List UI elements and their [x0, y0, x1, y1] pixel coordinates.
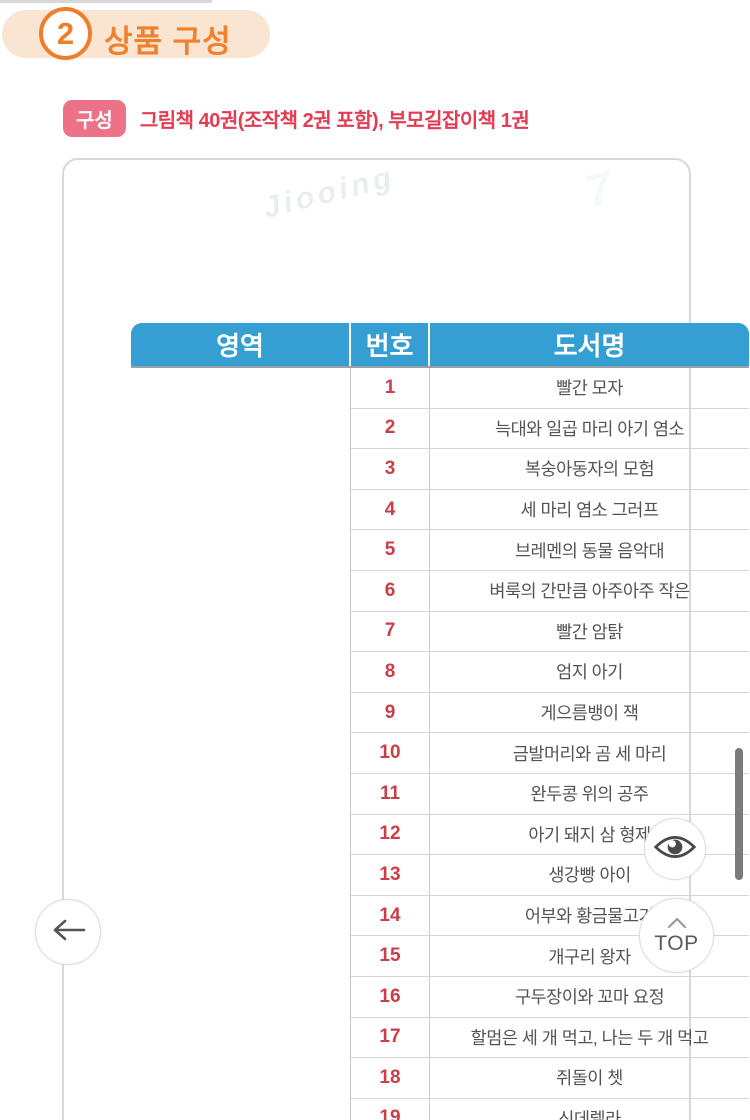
book-number: 17 [351, 1017, 430, 1058]
book-title: 게으름뱅이 잭 [540, 703, 639, 724]
book-title: 할멈은 세 개 먹고, 나는 두 개 먹고 [470, 1027, 709, 1048]
table-row: 15 개구리 왕자 [351, 936, 749, 977]
eye-icon [653, 832, 697, 867]
table-row: 1 빨간 모자 [351, 368, 749, 409]
book-title: 빨간 모자 [556, 378, 623, 399]
table-row: 19 신데렐라 [351, 1098, 749, 1120]
book-title: 아기 돼지 삼 형제 [528, 824, 651, 845]
table-row: 5 브레멘의 동물 음악대 [351, 530, 749, 571]
table-row: 17 할멈은 세 개 먹고, 나는 두 개 먹고 [351, 1017, 749, 1059]
book-title: 어부와 황금물고기 [524, 906, 655, 927]
book-title: 생강빵 아이 [548, 865, 631, 886]
book-number: 14 [351, 895, 430, 936]
book-table-card: 영역 번호 도서명 토토리 세계명작 꼬마 (본책) 1 빨간 모자 2 늑대와 일곱… [62, 158, 749, 1120]
table-row: 18 쥐돌이 쳇 [351, 1058, 749, 1099]
preview-button[interactable] [644, 818, 706, 880]
book-number: 15 [351, 936, 430, 976]
table-row: 2 늑대와 일곱 마리 아기 염소 [351, 408, 749, 450]
table-row: 13 생강빵 아이 [351, 855, 749, 896]
book-number: 16 [351, 976, 430, 1017]
table-row: 16 구두장이와 꼬마 요정 [351, 976, 749, 1018]
book-number: 6 [351, 570, 430, 611]
book-number: 1 [351, 368, 430, 408]
previous-section-edge [0, 0, 212, 3]
book-number: 9 [351, 692, 430, 733]
book-number: 19 [351, 1098, 430, 1120]
table-row: 3 복숭아동자의 모험 [351, 449, 749, 490]
back-arrow-icon [49, 915, 87, 950]
composition-badge: 구성 [63, 100, 126, 137]
book-number: 4 [351, 489, 430, 530]
book-number: 5 [351, 530, 430, 570]
top-label: TOP [654, 931, 699, 955]
book-number: 3 [351, 449, 430, 489]
book-title: 세 마리 염소 그러프 [520, 500, 659, 521]
book-title: 구두장이와 꼬마 요정 [514, 987, 665, 1008]
section-number-badge: 2 [39, 7, 92, 60]
book-number: 18 [351, 1058, 430, 1098]
book-title: 빨간 암탉 [556, 621, 623, 642]
book-number: 11 [351, 773, 430, 814]
book-title: 브레멘의 동물 음악대 [514, 540, 665, 561]
composition-text: 그림책 40권(조작책 2권 포함), 부모길잡이책 1권 [139, 110, 530, 132]
book-number: 7 [351, 611, 430, 652]
book-title: 개구리 왕자 [548, 946, 631, 967]
book-title: 늑대와 일곱 마리 아기 염소 [494, 418, 685, 439]
book-title: 쥐돌이 쳇 [556, 1068, 623, 1089]
table-row: 11 완두콩 위의 공주 [351, 773, 749, 815]
book-rows: 1 빨간 모자 2 늑대와 일곱 마리 아기 염소 3 복숭아동자의 모험 4 세 마리 염소… [351, 368, 749, 1120]
back-button[interactable] [35, 899, 101, 965]
book-title: 벼룩의 간만큼 아주아주 작은 [489, 581, 690, 602]
table-row: 9 게으름뱅이 잭 [351, 692, 749, 734]
table-header-row: 영역 번호 도서명 [131, 323, 749, 368]
book-table: 영역 번호 도서명 토토리 세계명작 꼬마 (본책) 1 빨간 모자 2 늑대와 일곱… [131, 323, 749, 1120]
table-row: 10 금발머리와 곰 세 마리 [351, 733, 749, 774]
scrollbar-thumb[interactable] [735, 748, 743, 880]
column-header-area: 영역 [131, 323, 351, 366]
table-row: 7 빨간 암탉 [351, 611, 749, 653]
table-row: 6 벼룩의 간만큼 아주아주 작은 [351, 570, 749, 612]
section-number: 2 [56, 15, 75, 51]
book-title: 엄지 아기 [556, 662, 623, 683]
composition-line: 구성 그림책 40권(조작책 2권 포함), 부모길잡이책 1권 [63, 100, 530, 137]
book-title: 금발머리와 곰 세 마리 [512, 743, 667, 764]
book-title: 신데렐라 [558, 1108, 621, 1120]
table-row: 14 어부와 황금물고기 [351, 895, 749, 937]
section-title: 상품 구성 [104, 24, 232, 59]
column-header-number: 번호 [351, 323, 430, 366]
column-header-title: 도서명 [553, 331, 626, 361]
book-title: 완두콩 위의 공주 [530, 784, 649, 805]
table-row: 12 아기 돼지 삼 형제 [351, 814, 749, 856]
chevron-up-icon [664, 916, 690, 934]
book-number: 8 [351, 652, 430, 692]
book-number: 12 [351, 814, 430, 855]
table-row: 8 엄지 아기 [351, 652, 749, 693]
table-body: 토토리 세계명작 꼬마 (본책) 1 빨간 모자 2 늑대와 일곱 마리 아기 염소 3… [131, 368, 749, 1120]
table-row: 4 세 마리 염소 그러프 [351, 489, 749, 531]
book-number: 13 [351, 855, 430, 895]
book-number: 2 [351, 408, 430, 449]
book-title: 복숭아동자의 모험 [524, 459, 655, 480]
book-number: 10 [351, 733, 430, 773]
scroll-to-top-button[interactable]: TOP [639, 898, 714, 973]
area-merged-cell: 토토리 세계명작 꼬마 (본책) [131, 368, 351, 1120]
